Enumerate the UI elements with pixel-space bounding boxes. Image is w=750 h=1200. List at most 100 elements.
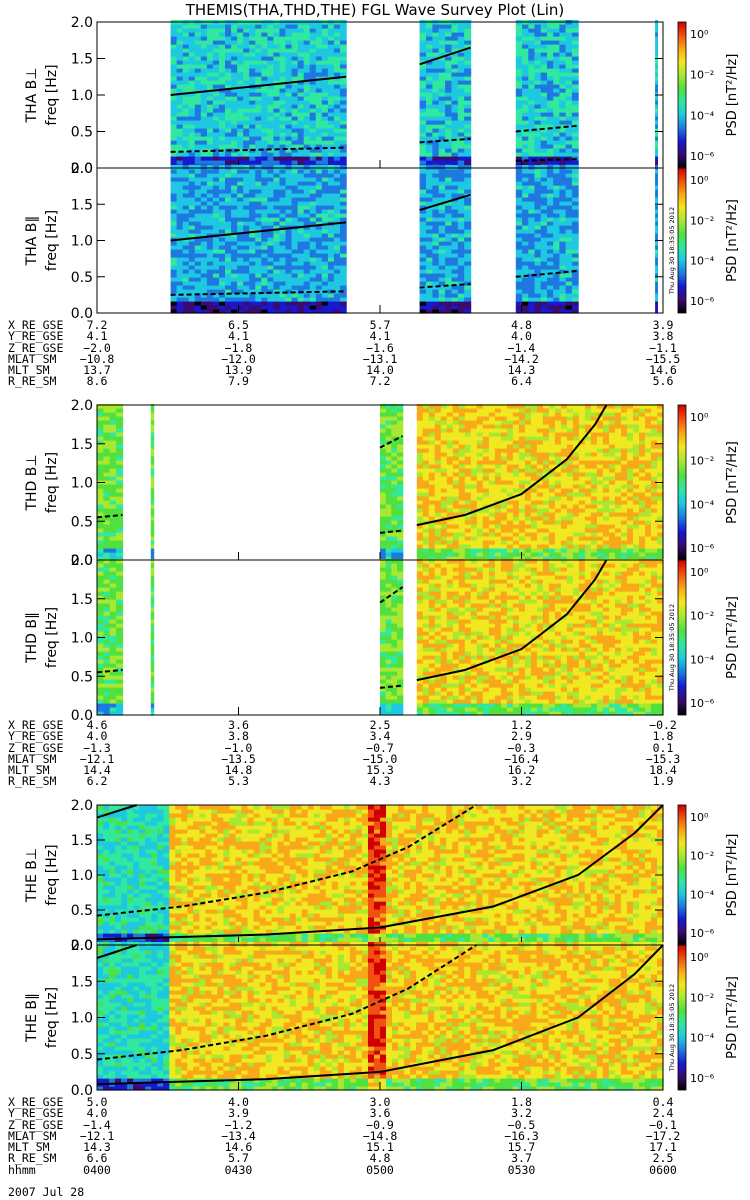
spectrogram-cell	[182, 249, 190, 254]
spectrogram-cell	[219, 221, 226, 226]
spectrogram-cell	[273, 221, 281, 226]
spectrogram-cell	[170, 40, 178, 45]
spectrogram-cell	[458, 540, 466, 545]
spectrogram-cell	[438, 173, 446, 178]
spectrogram-cell	[243, 301, 250, 306]
spectrogram-cell	[522, 205, 529, 210]
spectrogram-cell	[416, 436, 424, 441]
spectrogram-cell	[340, 124, 347, 129]
spectrogram-cell	[237, 257, 244, 262]
spectrogram-cell	[438, 229, 446, 234]
spectrogram-cell	[451, 289, 459, 294]
spectrogram-cell	[655, 225, 658, 230]
spectrogram-cell	[554, 420, 562, 425]
spectrogram-cell	[534, 225, 542, 230]
spectrogram-cell	[188, 261, 196, 266]
spectrogram-cell	[170, 289, 178, 294]
spectrogram-cell	[225, 213, 232, 218]
spectrogram-cell	[315, 217, 323, 222]
spectrogram-cell	[428, 432, 436, 437]
spectrogram-cell	[261, 233, 268, 238]
spectrogram-cell	[249, 197, 256, 202]
spectrogram-cell	[457, 100, 465, 105]
spectrogram-cell	[553, 185, 560, 190]
spectrogram-cell	[219, 197, 226, 202]
spectrogram-cell	[267, 245, 275, 250]
spectrogram-cell	[419, 96, 427, 101]
spectrogram-cell	[273, 165, 281, 170]
spectrogram-cell	[206, 241, 214, 246]
spectrogram-cell	[540, 88, 548, 93]
spectrogram-cell	[182, 84, 190, 89]
spectrogram-cell	[534, 92, 542, 97]
spectrogram-cell	[327, 144, 335, 149]
spectrogram-cell	[488, 440, 496, 445]
spectrogram-cell	[434, 444, 442, 449]
spectrogram-cell	[565, 88, 573, 93]
spectrogram-cell	[309, 104, 317, 109]
spectrogram-cell	[285, 56, 293, 61]
spectrogram-cell	[116, 428, 124, 433]
spectrogram-cell	[333, 257, 341, 262]
spectrogram-cell	[225, 189, 232, 194]
spectrogram-cell	[524, 464, 532, 469]
spectrogram-cell	[457, 124, 465, 129]
spectrogram-cell	[553, 72, 560, 77]
spectrogram-cell	[536, 484, 544, 489]
spectrogram-cell	[540, 229, 548, 234]
spectrogram-cell	[434, 476, 442, 481]
colorbar-tick-label: 10⁰	[690, 174, 709, 187]
spectrogram-cell	[482, 500, 490, 505]
spectrogram-cell	[571, 88, 579, 93]
spectrogram-cell	[440, 456, 448, 461]
spectrogram-cell	[522, 84, 529, 89]
spectrogram-cell	[457, 269, 465, 274]
spectrogram-cell	[572, 544, 580, 549]
spectrogram-cell	[219, 177, 226, 182]
spectrogram-cell	[200, 237, 208, 242]
spectrogram-cell	[426, 116, 433, 121]
spectrogram-cell	[249, 120, 256, 125]
spectrogram-cell	[285, 193, 293, 198]
spectrogram-cell	[103, 420, 111, 425]
spectrogram-cell	[565, 229, 573, 234]
spectrogram-cell	[279, 108, 287, 113]
spectrogram-cell	[522, 148, 529, 153]
spectrogram-cell	[103, 488, 111, 493]
spectrogram-cell	[464, 297, 472, 302]
spectrogram-cell	[458, 448, 466, 453]
spectrogram-cell	[267, 177, 275, 182]
spectrogram-cell	[553, 148, 560, 153]
spectrogram-cell	[547, 140, 554, 145]
spectrogram-cell	[225, 84, 232, 89]
spectrogram-cell	[464, 436, 472, 441]
spectrogram-cell	[243, 60, 250, 65]
spectrogram-cell	[445, 309, 453, 314]
spectrogram-cell	[212, 181, 220, 186]
spectrogram-cell	[176, 221, 184, 226]
spectrogram-cell	[540, 28, 548, 33]
spectrogram-cell	[452, 508, 460, 513]
spectrogram-cell	[571, 213, 579, 218]
spectrogram-cell	[528, 205, 536, 210]
spectrogram-cell	[194, 289, 202, 294]
spectrogram-cell	[170, 108, 178, 113]
spectrogram-cell	[303, 177, 311, 182]
spectrogram-cell	[397, 468, 404, 473]
spectrogram-cell	[303, 309, 311, 314]
spectrogram-cell	[451, 92, 459, 97]
spectrogram-cell	[188, 48, 196, 53]
spectrogram-cell	[219, 140, 226, 145]
spectrogram-cell	[291, 28, 299, 33]
spectrogram-cell	[182, 301, 190, 306]
spectrogram-cell	[315, 64, 323, 69]
spectrogram-cell	[470, 512, 478, 517]
spectrogram-cell	[182, 281, 190, 286]
spectrogram-cell	[416, 452, 424, 457]
spectrogram-cell	[261, 213, 268, 218]
spectrogram-cell	[432, 301, 440, 306]
spectrogram-cell	[261, 181, 268, 186]
spectrogram-cell	[560, 404, 568, 409]
spectrogram-cell	[182, 277, 190, 282]
spectrogram-cell	[536, 436, 544, 441]
